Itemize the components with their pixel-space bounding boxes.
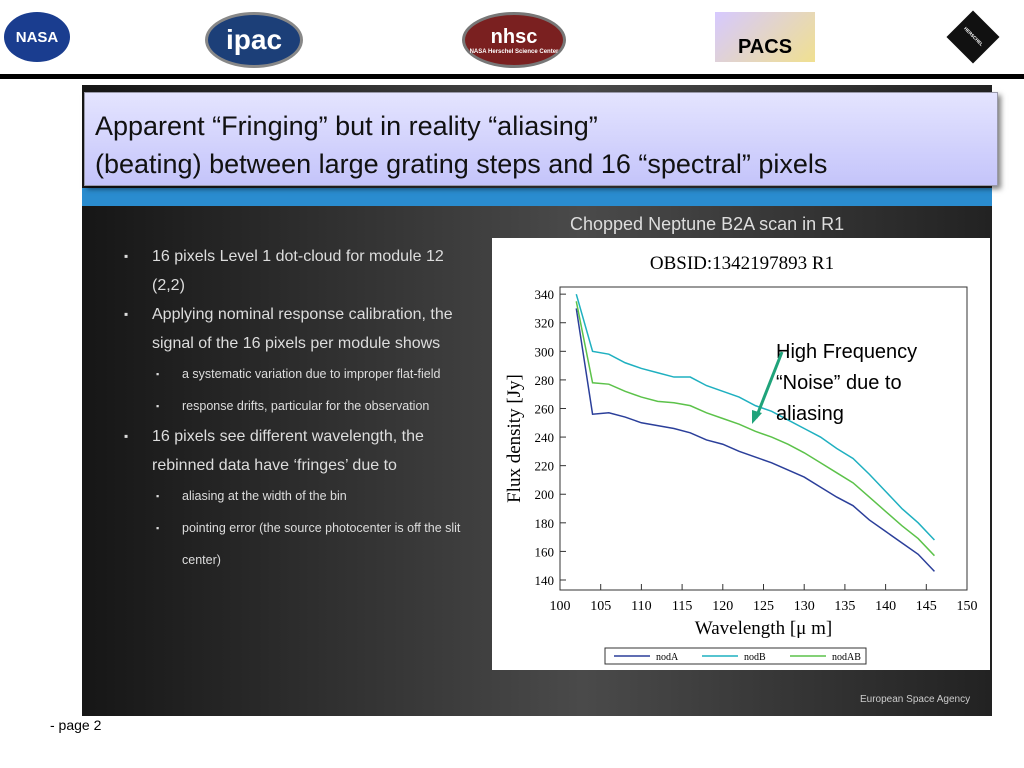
annotation: High Frequency “Noise” due to aliasing — [776, 337, 917, 430]
caption: Chopped Neptune B2A scan in R1 — [570, 214, 845, 234]
title-line: (beating) between large grating steps an… — [95, 149, 828, 179]
logo-nasa: NASA — [4, 12, 70, 62]
blue-strip — [82, 188, 992, 206]
sub-bullet: pointing error (the source photocenter i… — [120, 512, 480, 576]
series-line — [575, 301, 935, 557]
legend-label: nodB — [744, 652, 766, 663]
credit: European Space Agency — [860, 694, 971, 705]
title-line: Apparent “Fringing” but in reality “alia… — [95, 111, 598, 141]
chart: OBSID:1342197893 R1 100 105 110 115 120 125 130… — [504, 253, 978, 665]
x-tick-label: 135 — [834, 599, 855, 614]
y-axis-label: Flux density [Jy] — [504, 374, 525, 503]
x-tick-label: 145 — [916, 599, 937, 614]
plot-frame — [559, 286, 968, 591]
bullet: 16 pixels see different wavelength, the … — [120, 422, 480, 480]
y-tick-label: 340 — [535, 287, 555, 302]
x-tick-label: 130 — [794, 599, 815, 614]
annotation-arrow — [752, 351, 784, 424]
y-tick-label: 220 — [535, 459, 555, 474]
sub-bullet: response drifts, particular for the obse… — [120, 390, 480, 422]
title-box: Apparent “Fringing” but in reality “alia… — [84, 92, 998, 186]
x-tick-label: 120 — [712, 599, 733, 614]
annotation-line: “Noise” due to — [776, 372, 902, 394]
logo-ipac: ipac — [205, 12, 303, 68]
series-line — [575, 293, 935, 541]
logo-herschel: HERSCHEL — [946, 10, 1000, 64]
arrow-line — [754, 351, 784, 419]
chart-title: OBSID:1342197893 R1 — [650, 253, 834, 274]
y-tick-label: 200 — [535, 487, 555, 502]
y-tick-label: 180 — [535, 516, 555, 531]
arrow-head — [752, 410, 762, 424]
annotation-line: aliasing — [776, 403, 844, 425]
x-tick-label: 125 — [753, 599, 774, 614]
y-tick-label: 260 — [535, 401, 555, 416]
x-tick-label: 115 — [672, 599, 692, 614]
y-tick-label: 300 — [535, 344, 555, 359]
legend-label: nodAB — [832, 652, 861, 663]
x-tick-label: 105 — [590, 599, 611, 614]
page-number: - page 2 — [50, 717, 102, 733]
y-tick-label: 160 — [535, 544, 555, 559]
chart-box: OBSID:1342197893 R1 100 105 110 115 120 125 130… — [492, 238, 990, 670]
logo-nhsc: nhsc NASA Herschel Science Center — [462, 12, 566, 68]
y-tick-label: 320 — [535, 316, 555, 331]
x-tick-label: 110 — [631, 599, 651, 614]
logo-pacs: PACS — [715, 12, 815, 62]
y-tick-label: 240 — [535, 430, 555, 445]
y-tick-label: 140 — [535, 573, 555, 588]
bullet: Applying nominal response calibration, t… — [120, 300, 480, 358]
sub-bullet: a systematic variation due to improper f… — [120, 358, 480, 390]
x-tick-label: 140 — [875, 599, 896, 614]
series-line — [575, 308, 935, 572]
legend-label: nodA — [656, 652, 679, 663]
x-axis-label: Wavelength [μ m] — [695, 618, 832, 639]
annotation-line: High Frequency — [776, 341, 918, 363]
sub-bullet: aliasing at the width of the bin — [120, 480, 480, 512]
logo-nhsc-sub: NASA Herschel Science Center — [469, 48, 559, 55]
y-tick-label: 280 — [535, 373, 555, 388]
x-tick-label: 100 — [550, 599, 571, 614]
logo-nhsc-name: nhsc — [490, 25, 538, 48]
bullet-list: 16 pixels Level 1 dot-cloud for module 1… — [120, 242, 480, 576]
bullet: 16 pixels Level 1 dot-cloud for module 1… — [120, 242, 480, 300]
x-tick-label: 150 — [957, 599, 978, 614]
header-rule — [0, 74, 1024, 79]
